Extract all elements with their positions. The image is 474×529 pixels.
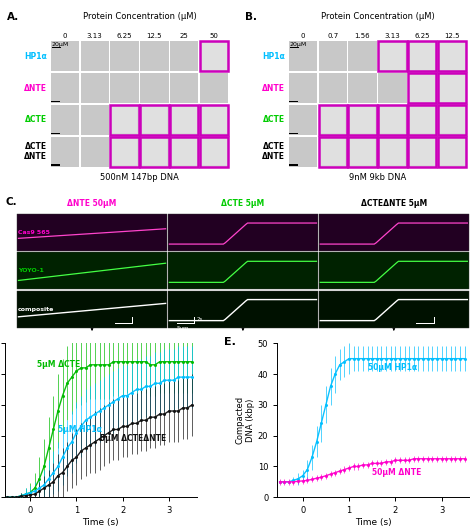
Text: 0.7: 0.7: [327, 33, 338, 39]
Text: ΔNTE 50μM: ΔNTE 50μM: [67, 198, 117, 207]
Text: HP1α: HP1α: [263, 52, 285, 61]
Text: 3.13: 3.13: [87, 33, 103, 39]
Text: Protein Concentration (μM): Protein Concentration (μM): [82, 12, 196, 21]
Text: E.: E.: [224, 337, 236, 347]
Text: 5μM ΔCTE: 5μM ΔCTE: [37, 360, 81, 369]
Text: B.: B.: [245, 12, 257, 22]
Text: 2s: 2s: [197, 317, 203, 322]
Text: 12.5: 12.5: [146, 33, 162, 39]
Text: YOYO-1: YOYO-1: [18, 268, 44, 273]
Text: composite: composite: [18, 307, 55, 312]
Text: 5μM ΔCTEΔNTE: 5μM ΔCTEΔNTE: [100, 434, 166, 443]
X-axis label: Time (s): Time (s): [82, 518, 119, 527]
Text: 6.25: 6.25: [117, 33, 132, 39]
Text: 9nM 9kb DNA: 9nM 9kb DNA: [349, 174, 406, 183]
Text: 3.13: 3.13: [384, 33, 400, 39]
Text: B: B: [6, 207, 10, 212]
Text: Cas9 565: Cas9 565: [18, 230, 50, 235]
Text: ΔCTE: ΔCTE: [25, 115, 47, 124]
Text: 1.56: 1.56: [355, 33, 370, 39]
Text: 500nM 147bp DNA: 500nM 147bp DNA: [100, 174, 179, 183]
Text: ΔNTE: ΔNTE: [24, 84, 47, 93]
Text: 20μM: 20μM: [290, 42, 307, 47]
X-axis label: Time (s): Time (s): [355, 518, 392, 527]
Text: 50: 50: [210, 33, 219, 39]
Text: ΔCTE 5μM: ΔCTE 5μM: [221, 198, 264, 207]
Text: Protein Concentration (μM): Protein Concentration (μM): [320, 12, 434, 21]
Text: 50μM HP1α: 50μM HP1α: [367, 363, 417, 372]
Text: 50μM ΔNTE: 50μM ΔNTE: [372, 468, 421, 477]
Text: 12.5: 12.5: [444, 33, 460, 39]
Text: 0: 0: [63, 33, 67, 39]
Text: 6.25: 6.25: [414, 33, 430, 39]
Text: C.: C.: [6, 197, 18, 207]
Text: ΔNTE: ΔNTE: [262, 84, 285, 93]
Text: 0: 0: [301, 33, 305, 39]
Text: 5μM HP1α: 5μM HP1α: [58, 425, 102, 434]
Y-axis label: Compacted
DNA (kbp): Compacted DNA (kbp): [236, 396, 255, 444]
Text: ΔCTE
ΔNTE: ΔCTE ΔNTE: [262, 142, 285, 161]
Text: 20μM: 20μM: [52, 42, 69, 47]
Text: 5μm: 5μm: [177, 326, 190, 331]
Text: ΔCTEΔNTE 5μM: ΔCTEΔNTE 5μM: [361, 198, 427, 207]
Text: HP1α: HP1α: [25, 52, 47, 61]
Text: A.: A.: [7, 12, 19, 22]
Text: ΔCTE
ΔNTE: ΔCTE ΔNTE: [24, 142, 47, 161]
Text: 25: 25: [180, 33, 189, 39]
Text: ΔCTE: ΔCTE: [263, 115, 285, 124]
